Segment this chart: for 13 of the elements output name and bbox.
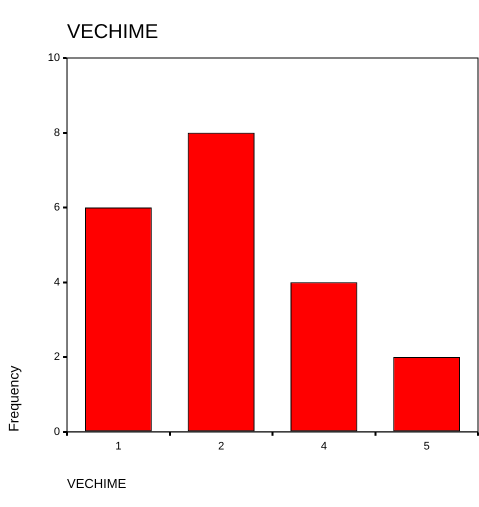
y-axis-title: Frequency [5, 366, 22, 432]
x-tick-label: 5 [424, 440, 430, 452]
x-tick-label: 1 [115, 440, 122, 452]
y-tick-label: 10 [48, 52, 60, 64]
y-tick-label: 2 [54, 351, 60, 364]
y-tick-label: 6 [54, 202, 60, 214]
y-tick-label: 4 [54, 276, 60, 288]
x-tick-label: 2 [218, 440, 224, 452]
y-tick-label: 0 [54, 426, 60, 438]
y-tick-label: 8 [54, 126, 60, 139]
x-tick-label: 4 [320, 440, 327, 452]
x-axis-title: VECHIME [67, 476, 127, 491]
chart-title: VECHIME [67, 21, 158, 43]
